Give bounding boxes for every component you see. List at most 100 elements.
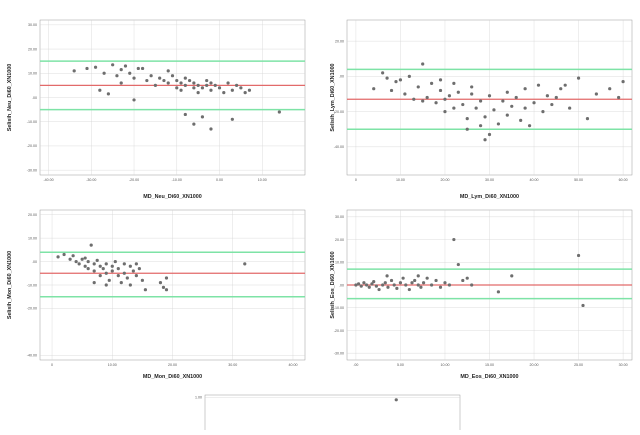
- data-point: [86, 259, 90, 264]
- data-point: [385, 274, 389, 278]
- data-point: [421, 62, 425, 66]
- data-point: [217, 86, 222, 90]
- data-point: [461, 102, 465, 107]
- data-point: [381, 283, 385, 287]
- data-point: [72, 69, 76, 73]
- y-tick-label: .00: [32, 260, 37, 264]
- data-point: [413, 278, 417, 283]
- x-tick-label: -20.00: [129, 178, 139, 182]
- data-point: [434, 278, 438, 283]
- data-point: [372, 279, 376, 284]
- data-point: [505, 90, 509, 94]
- data-point: [403, 92, 407, 96]
- x-tick-label: 50.00: [574, 178, 583, 182]
- data-point: [128, 71, 132, 75]
- data-point: [510, 104, 514, 108]
- data-point: [115, 74, 119, 78]
- data-point: [209, 81, 213, 85]
- data-point: [89, 243, 93, 247]
- chart-panel-lym: 0 10.00 20.00 30.00 40.00 50.00 60.00 -40.00 -20…: [325, 15, 638, 205]
- x-axis-title: MD_Neu_Di60_XN1000: [143, 194, 201, 200]
- data-point: [102, 71, 106, 75]
- data-point: [474, 106, 478, 110]
- data-point: [421, 99, 425, 103]
- data-point: [164, 288, 169, 292]
- y-tick-label: 30.00: [28, 23, 37, 27]
- data-point: [205, 78, 209, 83]
- data-point: [425, 95, 429, 100]
- data-point: [116, 274, 120, 278]
- y-tick-label: 30.00: [335, 215, 344, 219]
- data-point: [510, 274, 514, 278]
- data-point: [374, 284, 378, 288]
- data-point: [410, 281, 414, 285]
- y-tick-label: -30.00: [334, 351, 344, 355]
- data-point: [134, 274, 138, 278]
- y-tick-label: .00: [339, 75, 344, 79]
- data-point: [145, 78, 149, 83]
- data-point: [407, 74, 411, 78]
- data-point: [364, 283, 369, 287]
- data-point: [192, 81, 196, 85]
- data-point: [585, 117, 590, 121]
- data-point: [213, 83, 217, 87]
- y-axis-title: Selisih_Neu_Di60_XN1000: [7, 64, 13, 131]
- chart-svg: 1.00: [195, 394, 461, 435]
- data-point: [98, 264, 102, 268]
- data-point: [140, 66, 145, 71]
- x-tick-label: 10.00: [258, 178, 267, 182]
- data-point: [545, 94, 549, 98]
- y-tick-label: -20.00: [27, 307, 37, 311]
- data-point: [179, 81, 183, 85]
- data-point: [523, 106, 527, 110]
- data-point: [470, 92, 474, 96]
- data-point: [430, 283, 434, 287]
- data-point: [104, 283, 108, 287]
- data-point: [93, 65, 98, 69]
- data-point: [447, 283, 452, 287]
- data-point: [74, 259, 78, 264]
- data-point: [425, 276, 429, 280]
- x-tick-label: 20.00: [168, 363, 177, 367]
- data-point: [166, 69, 170, 73]
- data-point: [404, 283, 408, 287]
- x-tick-label: 60.00: [619, 178, 628, 182]
- data-point: [621, 80, 625, 84]
- data-point: [128, 283, 132, 287]
- data-point: [116, 266, 120, 271]
- data-point: [483, 138, 487, 142]
- data-point: [200, 115, 205, 119]
- data-point: [443, 281, 447, 285]
- data-point: [119, 68, 123, 72]
- x-tick-label: 20.00: [440, 178, 449, 182]
- x-tick-label: 40.00: [288, 363, 297, 367]
- data-point: [421, 281, 426, 285]
- data-point: [532, 101, 536, 105]
- data-point: [362, 281, 366, 285]
- x-tick-label: 10.00: [396, 178, 405, 182]
- data-point: [447, 94, 452, 98]
- data-point: [496, 290, 501, 294]
- y-axis-title: Selisih_Mon_Di60_XN1000: [7, 251, 13, 319]
- data-point: [132, 98, 136, 102]
- y-tick-label: 10.00: [28, 72, 37, 76]
- y-tick-label: 20.00: [28, 213, 37, 217]
- x-axis-title: MD_Eos_Di60_XN1000: [460, 374, 518, 380]
- chart-svg: 0 10.00 20.00 30.00 40.00 50.00 60.00 -40.00 -20…: [330, 19, 633, 200]
- data-point: [83, 264, 87, 268]
- y-axis-title: Selisih_Lym_Di60_XN1000: [330, 63, 336, 131]
- data-point: [86, 266, 90, 271]
- data-point: [478, 124, 483, 128]
- data-point: [247, 88, 252, 92]
- data-point: [608, 87, 612, 91]
- data-point: [461, 278, 465, 283]
- data-point: [465, 127, 469, 131]
- y-tick-label: 10.00: [335, 261, 344, 265]
- data-point: [452, 106, 456, 110]
- data-point: [92, 262, 96, 266]
- y-tick-label: -40.00: [27, 354, 37, 358]
- data-point: [196, 91, 200, 95]
- data-point: [98, 88, 102, 92]
- data-point: [496, 122, 501, 126]
- data-point: [483, 115, 487, 119]
